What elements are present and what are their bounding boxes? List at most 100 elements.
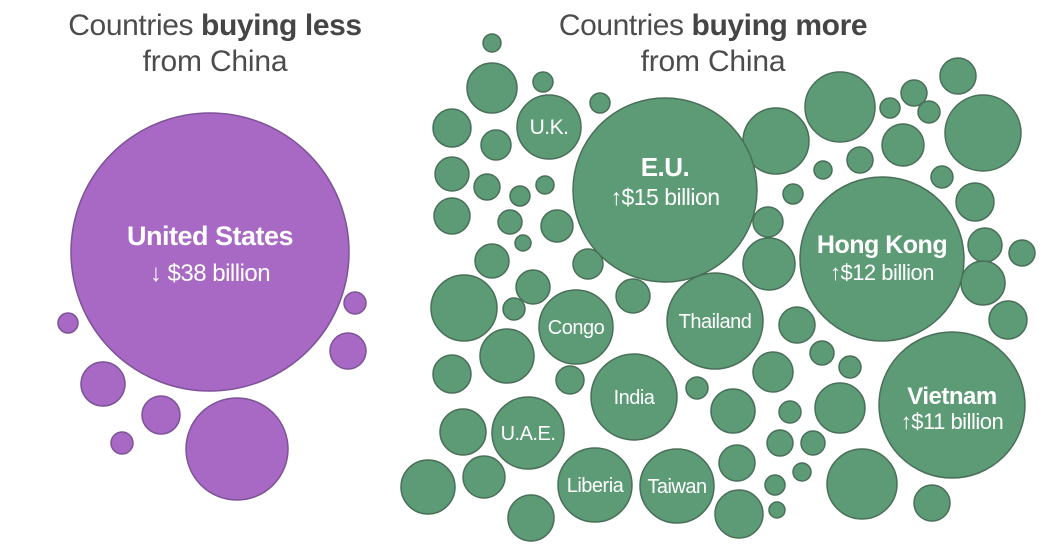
bubble-value-text: $11 billion xyxy=(911,409,1003,434)
bubble-india xyxy=(590,353,678,441)
title-buying-more-emphasis: buying more xyxy=(691,9,868,42)
bubble-unlabeled xyxy=(110,431,134,455)
bubble-unlabeled xyxy=(343,291,367,315)
bubble-unlabeled xyxy=(838,355,862,379)
bubble-unlabeled xyxy=(532,71,554,93)
bubble-unlabeled xyxy=(710,388,756,434)
bubble-unlabeled xyxy=(615,278,651,314)
bubble-unlabeled xyxy=(944,94,1022,172)
bubble-label-u-a-e: U.A.E. xyxy=(501,423,556,445)
title-buying-less-line1: Countries buying less xyxy=(35,8,395,44)
bubble-u-a-e xyxy=(491,396,565,470)
bubble-unlabeled xyxy=(432,354,472,394)
bubble-unlabeled xyxy=(555,365,585,395)
bubble-unlabeled xyxy=(535,175,555,195)
bubble-unlabeled xyxy=(507,494,555,542)
bubble-unlabeled xyxy=(432,108,472,148)
bubble-unlabeled xyxy=(960,260,1006,306)
bubble-unlabeled xyxy=(718,444,756,482)
bubble-label-taiwan: Taiwan xyxy=(647,476,706,498)
up-arrow-icon: ↑ xyxy=(830,260,841,285)
bubble-congo xyxy=(538,289,614,365)
bubble-unlabeled xyxy=(434,156,470,192)
title-buying-less-emphasis: buying less xyxy=(201,9,362,42)
bubble-hong-kong xyxy=(799,176,965,342)
bubble-unlabeled xyxy=(589,92,611,114)
bubble-unlabeled xyxy=(57,312,79,334)
bubble-unlabeled xyxy=(814,382,866,434)
bubble-unlabeled xyxy=(502,297,526,321)
bubble-label-thailand: Thailand xyxy=(679,311,752,333)
bubble-unlabeled xyxy=(913,484,951,522)
bubble-unlabeled xyxy=(185,397,289,501)
bubble-unlabeled xyxy=(466,62,518,114)
bubble-unlabeled xyxy=(766,429,794,457)
bubble-unlabeled xyxy=(846,146,874,174)
bubble-label-u-k: U.K. xyxy=(530,116,569,139)
bubble-label-hong-kong: Hong Kong xyxy=(817,231,947,259)
bubble-unlabeled xyxy=(141,395,181,435)
bubble-unlabeled xyxy=(329,332,367,370)
bubble-unlabeled xyxy=(479,328,535,384)
title-buying-more-prefix: Countries xyxy=(558,9,692,42)
bubble-unlabeled xyxy=(879,97,901,119)
bubble-unlabeled xyxy=(826,448,898,520)
bubble-unlabeled xyxy=(930,165,954,189)
bubble-value-text: $38 billion xyxy=(168,260,271,287)
bubble-thailand xyxy=(666,272,764,370)
bubble-unlabeled xyxy=(752,206,784,238)
bubble-unlabeled xyxy=(482,33,502,53)
down-arrow-icon: ↓ xyxy=(150,260,168,287)
bubble-unlabeled xyxy=(515,269,551,305)
bubble-taiwan xyxy=(639,448,715,524)
title-buying-less: Countries buying less from China xyxy=(35,8,395,80)
bubble-value-hong-kong: ↑$12 billion xyxy=(830,260,934,285)
bubble-united-states xyxy=(70,112,350,392)
bubble-unlabeled xyxy=(474,243,510,279)
up-arrow-icon: ↑ xyxy=(901,409,912,434)
bubble-unlabeled xyxy=(80,361,126,407)
bubble-liberia xyxy=(557,447,633,523)
bubble-value-vietnam: ↑$11 billion xyxy=(901,409,1003,434)
bubble-label-liberia: Liberia xyxy=(567,475,625,497)
bubble-unlabeled xyxy=(768,501,786,519)
bubble-unlabeled xyxy=(540,209,574,243)
bubble-label-india: India xyxy=(614,387,656,409)
bubble-label-united-states: United States xyxy=(127,221,293,251)
bubble-unlabeled xyxy=(800,430,826,456)
bubble-unlabeled xyxy=(473,173,501,201)
title-buying-more: Countries buying more from China xyxy=(527,8,899,80)
bubble-unlabeled xyxy=(497,209,523,235)
title-buying-less-line2: from China xyxy=(142,45,288,78)
bubble-unlabeled xyxy=(430,274,498,342)
bubble-vietnam xyxy=(878,331,1026,479)
bubble-unlabeled xyxy=(480,129,512,161)
bubble-value-text: $12 billion xyxy=(840,260,934,285)
bubble-unlabeled xyxy=(955,182,995,222)
bubble-unlabeled xyxy=(804,71,876,143)
bubble-value-e-u: ↑$15 billion xyxy=(610,184,719,210)
bubble-label-congo: Congo xyxy=(548,317,605,339)
bubble-unlabeled xyxy=(881,123,925,167)
bubble-unlabeled xyxy=(572,248,604,280)
bubble-u-k xyxy=(516,94,582,160)
bubble-unlabeled xyxy=(917,100,941,124)
bubble-unlabeled xyxy=(813,160,833,180)
bubble-unlabeled xyxy=(685,376,709,400)
bubble-unlabeled xyxy=(509,185,531,207)
bubble-label-vietnam: Vietnam xyxy=(907,383,996,410)
title-buying-more-line2: from China xyxy=(640,45,786,78)
group-buying-less: United States ↓ $38 billion xyxy=(57,112,367,501)
title-buying-less-prefix: Countries xyxy=(68,9,202,42)
bubble-unlabeled xyxy=(462,455,506,499)
up-arrow-icon: ↑ xyxy=(610,184,621,210)
bubble-unlabeled xyxy=(988,300,1028,340)
title-buying-more-line1: Countries buying more xyxy=(527,8,899,44)
bubble-unlabeled xyxy=(792,462,812,482)
bubble-unlabeled xyxy=(809,340,835,366)
bubble-unlabeled xyxy=(742,237,796,291)
bubble-unlabeled xyxy=(433,197,471,235)
bubble-e-u xyxy=(572,97,758,283)
